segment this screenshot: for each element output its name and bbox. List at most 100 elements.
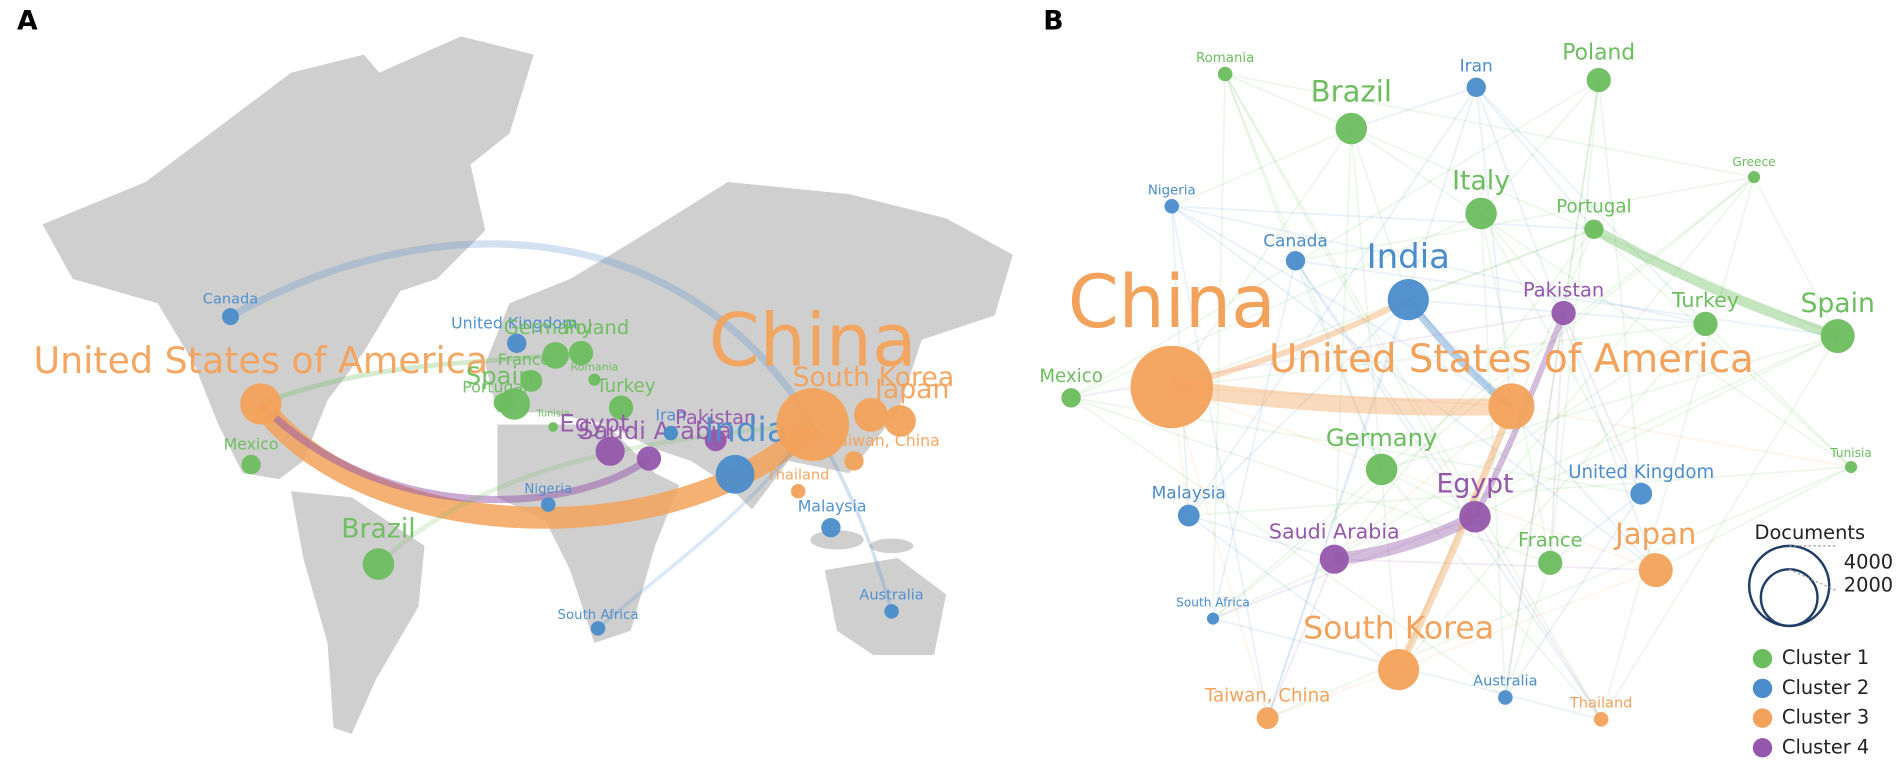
node-label: Pakistan [1523, 279, 1604, 302]
network-link [1334, 558, 1656, 572]
network-link [1212, 176, 1755, 620]
network-link [1562, 79, 1600, 314]
node [1693, 311, 1718, 337]
network-link [1188, 514, 1335, 561]
network-links [1070, 73, 1852, 721]
network-link [1266, 87, 1478, 719]
node [636, 446, 662, 471]
node [715, 454, 755, 494]
node-label: Egypt [559, 409, 629, 438]
node [1285, 251, 1306, 271]
node-label: Australia [859, 587, 923, 604]
north-america [42, 54, 486, 480]
node-label: Canada [203, 291, 258, 308]
network-link [1597, 79, 1643, 494]
network-link [1475, 87, 1513, 407]
node-label: Thailand [1569, 695, 1632, 712]
node [1593, 712, 1609, 727]
node [1130, 345, 1214, 429]
node [1498, 690, 1513, 705]
network-link [1266, 558, 1336, 719]
network-link [1350, 128, 1400, 670]
node [1466, 77, 1486, 98]
node-label: Pakistan [675, 406, 756, 429]
node-label: South Africa [1176, 595, 1250, 609]
node-label: South Korea [793, 362, 955, 393]
network-link [1170, 386, 1269, 719]
node-label: Tunisia [536, 409, 570, 420]
node [590, 621, 606, 636]
node [1844, 460, 1858, 474]
network-link [1070, 397, 1551, 564]
network-link [1294, 260, 1383, 470]
node [588, 373, 601, 386]
network-link [1549, 492, 1642, 564]
network-link [1480, 213, 1642, 495]
node [1217, 66, 1233, 82]
node [884, 405, 916, 437]
network-link [1267, 466, 1852, 719]
node-label: Turkey [1671, 288, 1739, 312]
node [853, 397, 888, 432]
network-link [1504, 562, 1552, 698]
node [1638, 553, 1673, 588]
panel-label: A [17, 5, 38, 36]
node [548, 422, 558, 432]
network-link [1333, 511, 1478, 566]
network-link [1380, 468, 1602, 720]
node-label: United Kingdom [1568, 462, 1714, 483]
network-link [1600, 176, 1755, 720]
node-label: South Korea [1303, 611, 1494, 647]
node [1206, 612, 1220, 625]
network-link [1407, 299, 1657, 571]
node-label: Malaysia [1152, 484, 1226, 504]
size-key-leader [1788, 568, 1838, 592]
node [1335, 112, 1368, 145]
node [1488, 383, 1535, 430]
node-label: Turkey [595, 376, 655, 397]
network-link [1171, 228, 1595, 388]
network-link [1504, 493, 1642, 698]
legend-swatch [1752, 708, 1773, 728]
node [776, 388, 850, 461]
network-link [1591, 225, 1840, 341]
network-link [1504, 312, 1565, 698]
node [844, 451, 864, 471]
network-link [1407, 228, 1595, 301]
node [520, 369, 543, 392]
network-link [1350, 127, 1852, 468]
network-link [1351, 86, 1477, 130]
node [1319, 544, 1349, 574]
node [790, 483, 806, 499]
network-link [1267, 668, 1399, 719]
node [1820, 319, 1855, 353]
network-link [1171, 205, 1594, 231]
node [507, 333, 527, 353]
node-label: Spain [466, 361, 534, 390]
map-link [596, 423, 815, 630]
legend-swatch [1752, 678, 1773, 699]
network-link [1504, 79, 1600, 698]
node-label: Spain [1800, 288, 1875, 319]
node [821, 517, 841, 538]
network-link [1753, 176, 1839, 337]
network-link [1549, 312, 1565, 563]
network-link [1070, 79, 1600, 399]
network-link [1397, 406, 1513, 670]
node-label: Poland [1562, 40, 1635, 65]
node-label: Malaysia [798, 497, 867, 516]
network-link [1171, 205, 1657, 571]
network-link [1188, 514, 1400, 671]
network-link [1295, 259, 1838, 337]
node-label: Mexico [224, 435, 279, 454]
node-label: Romania [571, 361, 619, 374]
node [541, 497, 556, 512]
node-label: Iran [1460, 57, 1493, 77]
network-link [1474, 176, 1755, 518]
node [1538, 550, 1563, 575]
network-link [1294, 260, 1602, 720]
node-label: Canada [1263, 231, 1328, 251]
network-link [1171, 386, 1512, 408]
